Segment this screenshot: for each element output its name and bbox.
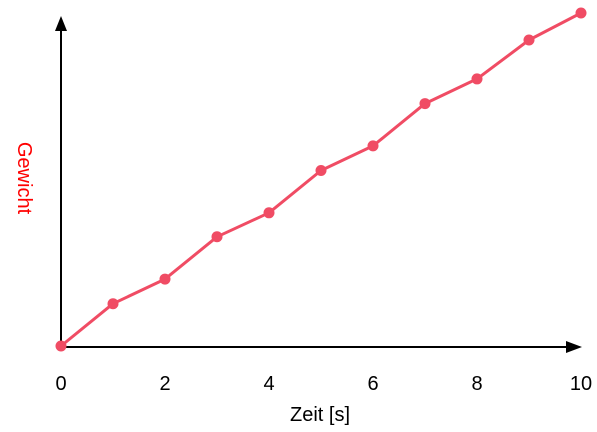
data-point <box>159 273 171 285</box>
data-point <box>55 340 67 352</box>
x-tick-label: 6 <box>367 373 378 395</box>
x-tick-label: 2 <box>159 373 170 395</box>
data-point <box>315 165 327 177</box>
data-point <box>211 231 223 243</box>
x-tick-label: 10 <box>570 373 592 395</box>
x-axis-arrow <box>566 341 582 353</box>
data-point <box>523 34 535 46</box>
x-tick-labels: 0 2 4 6 8 10 <box>55 373 592 395</box>
series-line <box>60 11 582 348</box>
data-point <box>367 140 379 152</box>
data-point <box>107 298 119 310</box>
series-group <box>55 7 587 352</box>
y-axis-arrow <box>55 16 67 31</box>
x-axis-label: Zeit [s] <box>290 404 350 426</box>
x-tick-label: 4 <box>263 373 274 395</box>
x-tick-label: 8 <box>471 373 482 395</box>
x-tick-label: 0 <box>55 373 66 395</box>
data-point <box>575 7 587 19</box>
y-axis-label: Gewicht <box>13 142 35 215</box>
data-point <box>471 73 483 85</box>
data-point <box>419 98 431 110</box>
axes <box>55 16 582 353</box>
data-point <box>263 207 275 219</box>
